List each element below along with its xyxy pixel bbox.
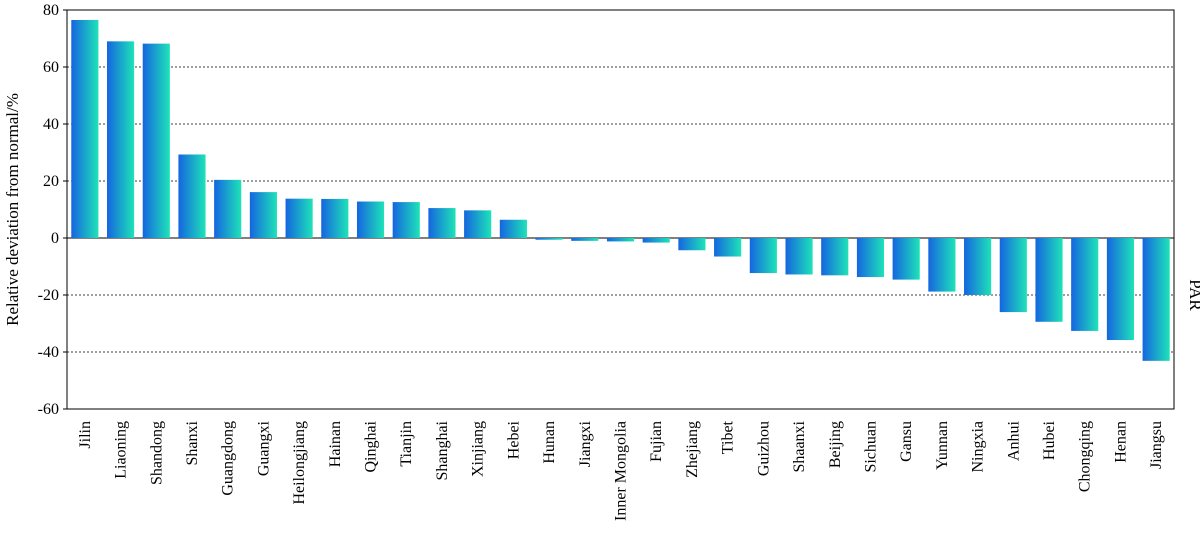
x-tick-label: Xinjiang — [470, 421, 487, 477]
bar-inner-mongolia — [606, 238, 635, 242]
x-tick-label: Henan — [1112, 421, 1129, 463]
x-tick-label: Shandong — [148, 421, 165, 485]
y-tick-label: 0 — [51, 230, 59, 247]
bar-hubei — [1035, 238, 1063, 322]
bar-jiangsu — [1142, 238, 1170, 361]
x-tick-label: Anhui — [1005, 420, 1022, 461]
y-tick-label: 40 — [43, 116, 59, 133]
x-tick-label: Sichuan — [862, 421, 879, 473]
bar-shandong — [142, 43, 170, 238]
bar-gansu — [892, 238, 920, 280]
x-tick-label: Hubei — [1041, 420, 1058, 460]
bar-hunan — [535, 238, 563, 240]
x-tick-label: Tibet — [720, 420, 737, 454]
bars — [71, 19, 1170, 361]
bar-yunnan — [928, 238, 956, 292]
x-tick-label: Shanxi — [184, 420, 201, 465]
bar-tibet — [714, 238, 742, 257]
y-axis-title: Relative deviation from normal/% — [3, 93, 22, 326]
bar-xinjiang — [464, 210, 492, 238]
y-tick-label: -40 — [38, 344, 59, 361]
bar-ningxia — [964, 238, 992, 295]
x-tick-label: Shanghai — [434, 420, 451, 480]
x-tick-label: Beijing — [827, 421, 844, 468]
bar-jiangxi — [571, 238, 599, 241]
bar-beijing — [821, 238, 849, 276]
x-tick-label: Jiangsu — [1148, 421, 1165, 469]
x-tick-label: Fujian — [648, 421, 665, 462]
x-tick-label: Shaanxi — [791, 420, 808, 472]
x-axis-labels: Jilin Liaoning Shandong Shanxi Guangdong Guan… — [77, 420, 1165, 521]
x-tick-label: Inner Mongolia — [613, 421, 630, 521]
x-tick-label: Hebei — [505, 420, 522, 459]
bar-tianjin — [392, 202, 420, 238]
bar-heilongjiang — [285, 198, 313, 238]
y-tick-label: -20 — [38, 287, 59, 304]
x-tick-label: Gansu — [898, 421, 915, 462]
x-tick-label: Hunan — [541, 421, 558, 464]
series-label-par: PAR — [1186, 279, 1200, 311]
y-axis-ticks: -60 -40 -20 0 20 40 60 80 — [38, 2, 67, 418]
bar-guangdong — [214, 179, 242, 238]
x-tick-label: Jilin — [77, 421, 94, 449]
x-tick-label: Heilongjiang — [291, 421, 308, 505]
bar-guizhou — [749, 238, 777, 274]
x-tick-label: Zhejiang — [684, 421, 701, 478]
x-tick-label: Hainan — [327, 421, 344, 467]
x-tick-label: Guizhou — [755, 421, 772, 476]
x-tick-label: Guangdong — [220, 421, 237, 496]
x-tick-label: Guangxi — [255, 420, 272, 476]
bar-shaanxi — [785, 238, 813, 275]
bar-anhui — [999, 238, 1027, 313]
x-tick-label: Ningxia — [970, 421, 987, 473]
bar-shanghai — [428, 208, 456, 238]
x-tick-label: Tianjin — [398, 421, 415, 467]
x-tick-label: Yunnan — [934, 421, 951, 470]
bar-chongqing — [1071, 238, 1099, 331]
bar-shanxi — [178, 154, 206, 238]
bar-fujian — [642, 238, 670, 243]
plot-frame — [66, 9, 1175, 410]
y-tick-label: 60 — [43, 59, 59, 76]
bar-liaoning — [106, 41, 135, 238]
bar-sichuan — [856, 238, 885, 278]
x-tick-label: Liaoning — [113, 421, 130, 479]
x-tick-label: Jiangxi — [577, 420, 594, 467]
bar-hainan — [321, 198, 349, 238]
bar-zhejiang — [678, 238, 706, 251]
y-tick-label: -60 — [38, 401, 59, 418]
bar-henan — [1106, 238, 1135, 341]
y-tick-label: 20 — [43, 173, 59, 190]
bar-qinghai — [356, 201, 385, 238]
bar-jilin — [71, 19, 99, 238]
bar-guangxi — [249, 192, 277, 238]
x-tick-label: Qinghai — [363, 420, 380, 472]
bar-hebei — [499, 219, 527, 238]
y-tick-label: 80 — [43, 2, 59, 19]
x-tick-label: Chongqing — [1077, 421, 1094, 492]
